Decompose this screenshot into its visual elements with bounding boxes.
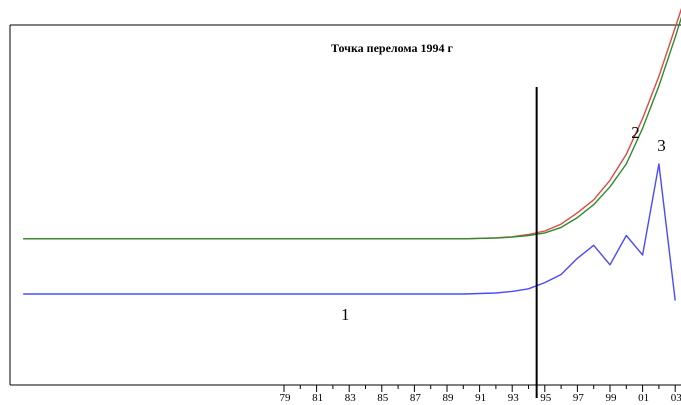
plot-frame [9,24,681,386]
series-label-3: 3 [657,136,666,155]
x-tick-label: 95 [540,392,552,404]
x-tick-label: 81 [312,392,323,404]
series-label-1: 1 [341,305,350,324]
x-tick-label: 01 [638,392,649,404]
x-tick-label: 87 [410,392,422,404]
x-tick-label: 89 [443,392,455,404]
x-tick-label: 79 [280,392,292,404]
x-axis-ticks: 79 81 83 85 87 89 91 93 95 97 99 01 03 [280,385,681,404]
x-tick-label: 91 [475,392,486,404]
x-tick-label: 83 [345,392,357,404]
x-tick-label: 03 [671,392,681,404]
x-tick-label: 85 [377,392,389,404]
series-lines [23,7,681,301]
series-line-1 [23,163,676,301]
series-line-2 [23,7,681,240]
x-tick-label: 97 [573,392,585,404]
x-tick-label: 93 [508,392,520,404]
series-label-2: 2 [631,123,640,142]
chart-title: Точка перелома 1994 г [331,41,453,55]
series-line-3 [23,16,681,240]
x-tick-label: 99 [606,392,618,404]
series-labels: 1 23 [341,123,666,324]
